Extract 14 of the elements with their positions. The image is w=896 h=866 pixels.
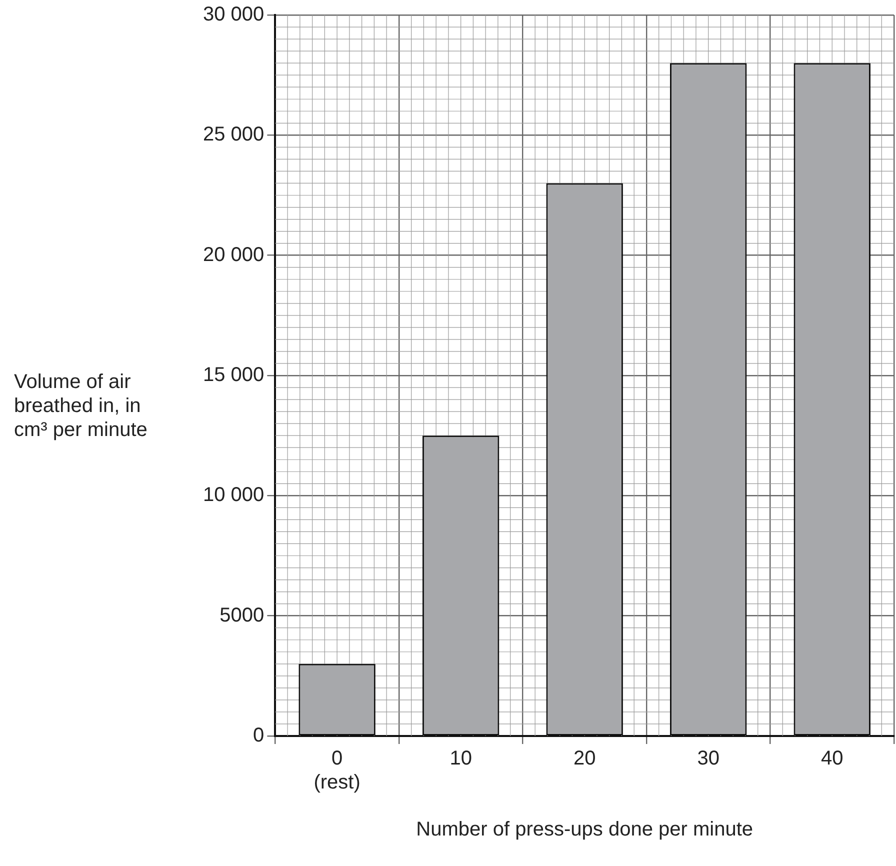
x-tick-label: 20 bbox=[573, 748, 596, 770]
y-tick-label: 30 000 bbox=[203, 4, 264, 26]
y-axis-title: Volume of air breathed in, in cm³ per minute bbox=[14, 370, 148, 442]
y-tick-label: 0 bbox=[253, 724, 264, 747]
y-tick-label: 25 000 bbox=[203, 124, 264, 146]
y-tick-label: 10 000 bbox=[203, 484, 264, 506]
y-tick-label: 5000 bbox=[220, 604, 264, 626]
y-tick-label: 20 000 bbox=[203, 244, 264, 266]
x-tick-label: 30 bbox=[697, 748, 720, 770]
x-tick-label: 40 bbox=[820, 748, 844, 770]
x-tick-label: 10 bbox=[450, 748, 472, 770]
x-axis-title: Number of press-ups done per minute bbox=[416, 818, 754, 841]
y-tick-label: 15 000 bbox=[203, 364, 264, 386]
x-tick-label: 0 (rest) bbox=[314, 748, 360, 794]
